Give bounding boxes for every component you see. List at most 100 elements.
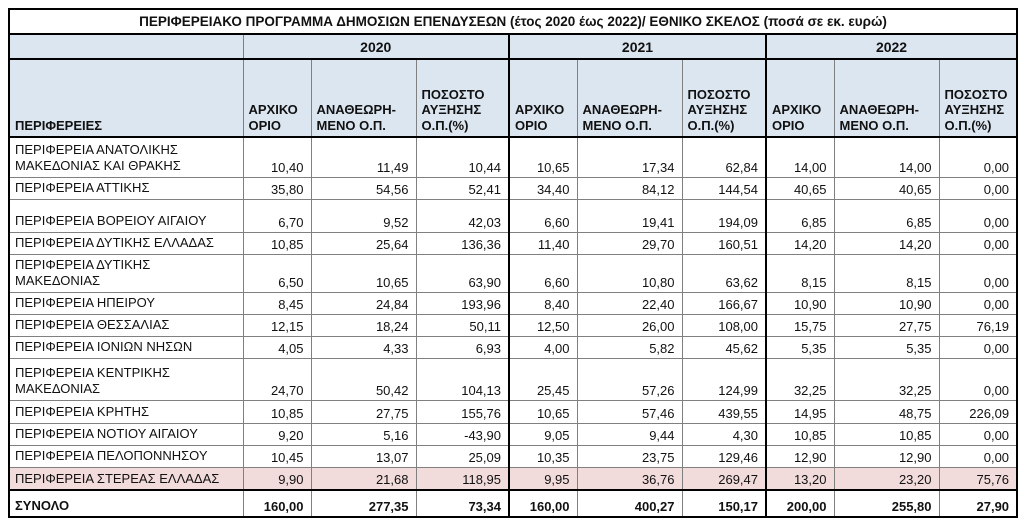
value-cell: 11,40 [508,231,578,255]
value-cell: 4,30 [681,422,767,446]
region-name: ΠΕΡΙΦΕΡΕΙΑ ΒΟΡΕΙΟΥ ΑΙΓΑΙΟΥ [8,198,244,233]
value-cell: 104,13 [415,357,510,401]
value-cell: 129,46 [681,444,767,468]
column-header-revised-2020: ΑΝΑΘΕΩΡΗ-ΜΕΝΟ Ο.Π. [310,58,417,138]
value-cell: 5,82 [576,335,683,359]
value-cell: 194,09 [681,198,767,233]
table-row: ΠΕΡΙΦΕΡΕΙΑ ΑΝΑΤΟΛΙΚΗΣ ΜΑΚΕΔΟΝΙΑΣ ΚΑΙ ΘΡΑ… [8,136,1018,178]
value-cell: 12,90 [833,444,940,468]
value-cell: 24,84 [310,291,417,315]
value-cell: 10,85 [242,399,312,424]
value-cell: 160,51 [681,231,767,255]
value-cell: 12,90 [765,444,835,468]
value-cell: 10,35 [508,444,578,468]
value-cell: 32,25 [833,357,940,401]
value-cell: 5,16 [310,422,417,446]
value-cell: 76,19 [938,313,1018,337]
value-cell: 12,50 [508,313,578,337]
value-cell: 10,85 [833,422,940,446]
table-row: ΠΕΡΙΦΕΡΕΙΑ ΑΤΤΙΚΗΣ 35,80 54,56 52,41 34,… [8,176,1018,200]
region-name: ΠΕΡΙΦΕΡΕΙΑ ΑΝΑΤΟΛΙΚΗΣ ΜΑΚΕΔΟΝΙΑΣ ΚΑΙ ΘΡΑ… [8,136,244,178]
value-cell: 42,03 [415,198,510,233]
table-title: ΠΕΡΙΦΕΡΕΙΑΚΟ ΠΡΟΓΡΑΜΜΑ ΔΗΜΟΣΙΩΝ ΕΠΕΝΔΥΣΕ… [8,8,1018,35]
value-cell: 155,76 [415,399,510,424]
region-name: ΠΕΡΙΦΕΡΕΙΑ ΝΟΤΙΟΥ ΑΙΓΑΙΟΥ [8,422,244,446]
value-cell: 45,62 [681,335,767,359]
value-cell: 9,95 [508,466,578,491]
value-cell: 14,00 [833,136,940,178]
region-name: ΠΕΡΙΦΕΡΕΙΑ ΔΥΤΙΚΗΣ ΕΛΛΑΔΑΣ [8,231,244,255]
value-cell: 36,76 [576,466,683,491]
value-cell: 0,00 [938,198,1018,233]
region-name: ΠΕΡΙΦΕΡΕΙΑ ΠΕΛΟΠΟΝΝΗΣΟΥ [8,444,244,468]
value-cell: 14,00 [765,136,835,178]
region-name: ΠΕΡΙΦΕΡΕΙΑ ΑΤΤΙΚΗΣ [8,176,244,200]
column-header-pct-2022: ΠΟΣΟΣΤΟ ΑΥΞΗΣΗΣ Ο.Π.(%) [938,58,1018,138]
value-cell: 48,75 [833,399,940,424]
region-name: ΠΕΡΙΦΕΡΕΙΑ ΚΡΗΤΗΣ [8,399,244,424]
value-cell: 0,00 [938,136,1018,178]
value-cell: 6,85 [765,198,835,233]
value-cell: 8,15 [765,253,835,293]
value-cell: 166,67 [681,291,767,315]
value-cell: 52,41 [415,176,510,200]
value-cell: 63,90 [415,253,510,293]
total-value-cell: 160,00 [242,489,312,518]
value-cell: 19,41 [576,198,683,233]
year-header-2020: 2020 [242,33,510,60]
value-cell: 8,45 [242,291,312,315]
table-row-highlighted: ΠΕΡΙΦΕΡΕΙΑ ΣΤΕΡΕΑΣ ΕΛΛΑΔΑΣ 9,90 21,68 11… [8,466,1018,491]
value-cell: 4,00 [508,335,578,359]
value-cell: 26,00 [576,313,683,337]
table-row: ΠΕΡΙΦΕΡΕΙΑ ΚΕΝΤΡΙΚΗΣ ΜΑΚΕΔΟΝΙΑΣ 24,70 50… [8,357,1018,401]
region-name: ΠΕΡΙΦΕΡΕΙΑ ΙΟΝΙΩΝ ΝΗΣΩΝ [8,335,244,359]
column-header-initial-2020: ΑΡΧΙΚΟ ΟΡΙΟ [242,58,312,138]
value-cell: 27,75 [310,399,417,424]
table-row: ΠΕΡΙΦΕΡΕΙΑ ΘΕΣΣΑΛΙΑΣ 12,15 18,24 50,11 1… [8,313,1018,337]
value-cell: 62,84 [681,136,767,178]
value-cell: 9,90 [242,466,312,491]
table-row: ΠΕΡΙΦΕΡΕΙΑ ΚΡΗΤΗΣ 10,85 27,75 155,76 10,… [8,399,1018,424]
value-cell: 24,70 [242,357,312,401]
column-header-pct-2020: ΠΟΣΟΣΤΟ ΑΥΞΗΣΗΣ Ο.Π.(%) [415,58,510,138]
value-cell: 14,20 [833,231,940,255]
region-name: ΠΕΡΙΦΕΡΕΙΑ ΣΤΕΡΕΑΣ ΕΛΛΑΔΑΣ [8,466,244,491]
table-row: ΠΕΡΙΦΕΡΕΙΑ ΒΟΡΕΙΟΥ ΑΙΓΑΙΟΥ 6,70 9,52 42,… [8,198,1018,233]
total-row: ΣΥΝΟΛΟ 160,00 277,35 73,34 160,00 400,27… [8,489,1018,518]
column-header-pct-2021: ΠΟΣΟΣΤΟ ΑΥΞΗΣΗΣ Ο.Π.(%) [681,58,767,138]
value-cell: 6,70 [242,198,312,233]
value-cell: 10,90 [833,291,940,315]
value-cell: 8,15 [833,253,940,293]
value-cell: 10,65 [508,136,578,178]
value-cell: 6,50 [242,253,312,293]
value-cell: 6,85 [833,198,940,233]
value-cell: 4,05 [242,335,312,359]
value-cell: 22,40 [576,291,683,315]
value-cell: 10,65 [310,253,417,293]
value-cell: 32,25 [765,357,835,401]
value-cell: 23,75 [576,444,683,468]
region-name: ΠΕΡΙΦΕΡΕΙΑ ΔΥΤΙΚΗΣ ΜΑΚΕΔΟΝΙΑΣ [8,253,244,293]
value-cell: 35,80 [242,176,312,200]
value-cell: 4,33 [310,335,417,359]
value-cell: 108,00 [681,313,767,337]
table-row: ΠΕΡΙΦΕΡΕΙΑ ΔΥΤΙΚΗΣ ΜΑΚΕΔΟΝΙΑΣ 6,50 10,65… [8,253,1018,293]
value-cell: 29,70 [576,231,683,255]
value-cell: 63,62 [681,253,767,293]
value-cell: 54,56 [310,176,417,200]
total-value-cell: 73,34 [415,489,510,518]
value-cell: 10,40 [242,136,312,178]
column-header-regions: ΠΕΡΙΦΕΡΕΙΕΣ [8,58,244,138]
value-cell: 9,44 [576,422,683,446]
value-cell: 10,65 [508,399,578,424]
value-cell: -43,90 [415,422,510,446]
value-cell: 9,20 [242,422,312,446]
total-value-cell: 200,00 [765,489,835,518]
value-cell: 0,00 [938,444,1018,468]
total-value-cell: 255,80 [833,489,940,518]
value-cell: 25,45 [508,357,578,401]
value-cell: 0,00 [938,422,1018,446]
corner-cell [8,33,244,60]
value-cell: 6,93 [415,335,510,359]
value-cell: 10,90 [765,291,835,315]
